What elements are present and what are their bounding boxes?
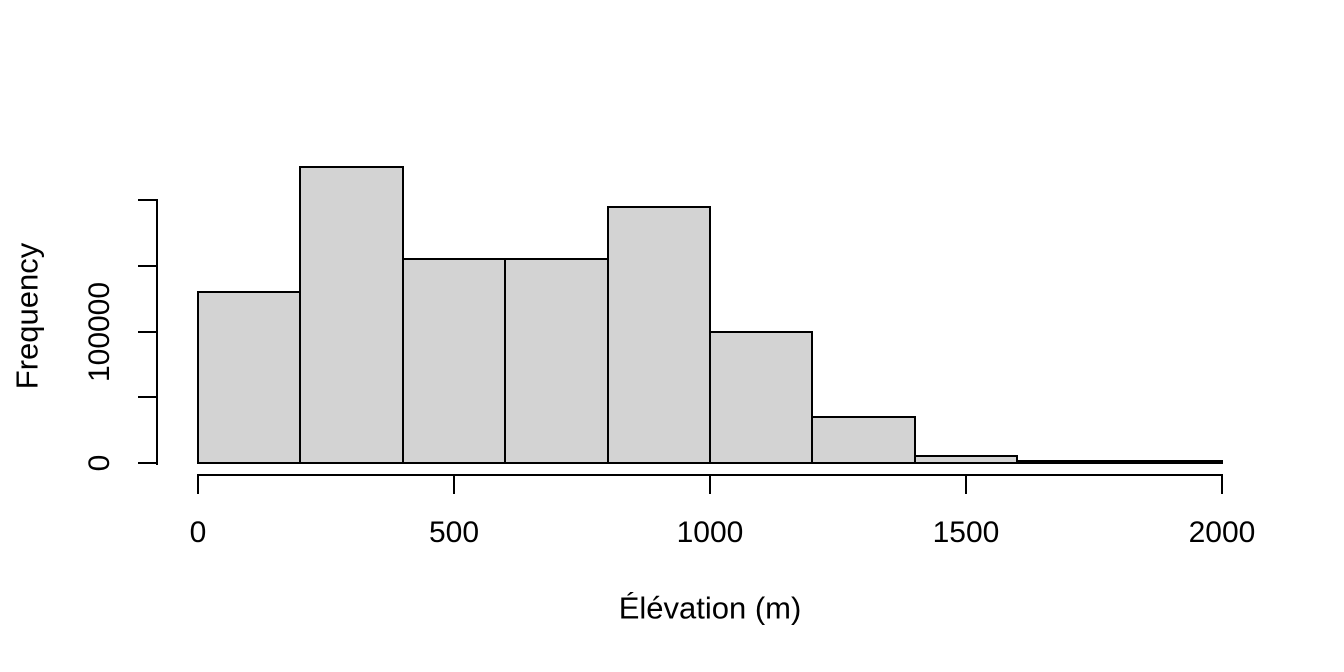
histogram-bar <box>504 258 609 465</box>
y-tick-mark <box>138 396 156 399</box>
histogram-bar <box>401 258 507 465</box>
y-tick-mark <box>138 462 156 465</box>
histogram-bar <box>606 205 711 465</box>
x-tick-mark <box>965 476 967 494</box>
y-tick-label: 0 <box>83 454 116 472</box>
x-tick-label: 2000 <box>1188 516 1256 549</box>
x-tick-mark <box>453 476 455 494</box>
y-tick-mark <box>138 199 156 201</box>
histogram-bar <box>913 455 1019 465</box>
histogram-bar <box>709 330 814 465</box>
y-axis-line <box>156 199 158 465</box>
x-tick-mark <box>709 476 711 494</box>
x-tick-label: 500 <box>428 516 480 549</box>
y-axis-title: Frequency <box>9 242 45 390</box>
histogram-bar <box>811 416 916 465</box>
histogram-bar <box>197 291 302 465</box>
y-tick-label: 100000 <box>83 281 116 382</box>
x-tick-mark <box>1221 476 1223 494</box>
histogram-bar <box>299 166 404 465</box>
y-tick-mark <box>138 264 156 267</box>
x-tick-label: 0 <box>189 516 207 549</box>
x-axis-title: Élévation (m) <box>618 590 802 626</box>
x-axis-line <box>197 474 1223 476</box>
x-tick-label: 1500 <box>932 516 1000 549</box>
x-tick-label: 1000 <box>676 516 744 549</box>
y-tick-mark <box>138 330 156 333</box>
histogram-bar <box>1118 460 1223 465</box>
x-tick-mark <box>197 476 199 494</box>
histogram-bar <box>1016 459 1121 465</box>
